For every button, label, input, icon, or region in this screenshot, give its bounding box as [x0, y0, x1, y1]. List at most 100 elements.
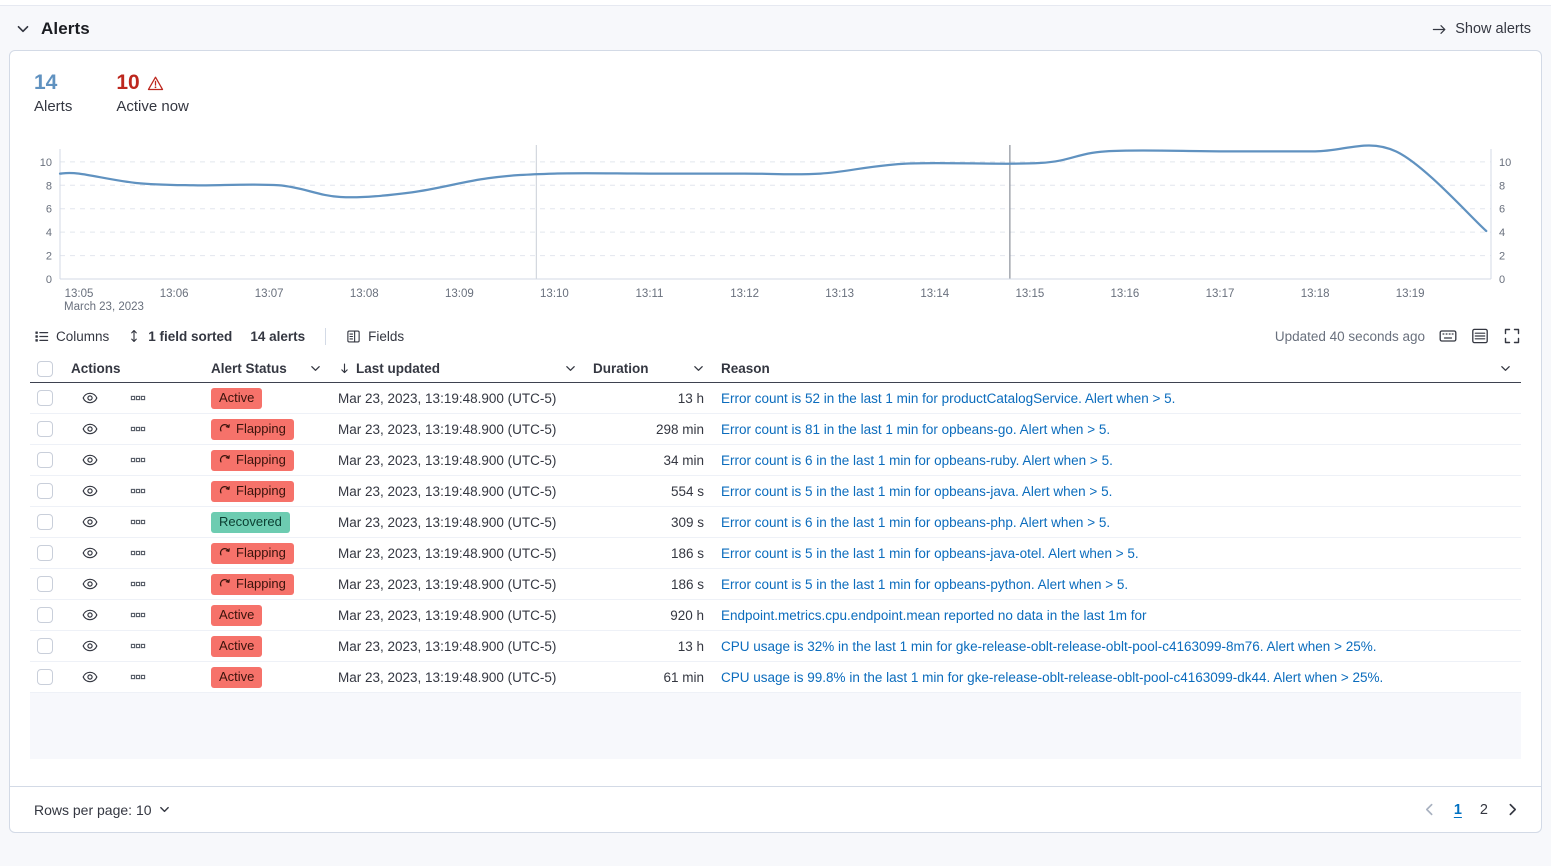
row-checkbox[interactable]	[37, 545, 53, 561]
view-alert-eye-icon[interactable]	[82, 669, 98, 685]
cell-last-updated: Mar 23, 2023, 13:19:48.900 (UTC-5)	[338, 483, 557, 499]
next-page-icon[interactable]	[1506, 803, 1519, 816]
view-alert-eye-icon[interactable]	[82, 545, 98, 561]
svg-text:8: 8	[1499, 180, 1505, 192]
select-all-checkbox[interactable]	[37, 360, 53, 377]
more-actions-icon[interactable]	[130, 514, 146, 530]
status-badge: Flapping	[211, 573, 294, 595]
status-label: Flapping	[236, 421, 286, 436]
svg-text:13:14: 13:14	[920, 288, 949, 300]
cell-duration: 13 h	[677, 638, 704, 654]
more-actions-icon[interactable]	[130, 638, 146, 654]
row-checkbox[interactable]	[37, 576, 53, 592]
view-alert-eye-icon[interactable]	[82, 452, 98, 468]
chevron-down-icon	[159, 806, 169, 813]
cell-last-updated: Mar 23, 2023, 13:19:48.900 (UTC-5)	[338, 576, 557, 592]
reason-link[interactable]: CPU usage is 99.8% in the last 1 min for…	[721, 669, 1384, 685]
header-reason[interactable]: Reason	[714, 361, 1521, 376]
status-label: Active	[219, 390, 255, 405]
table-row: Active Mar 23, 2023, 13:19:48.900 (UTC-5…	[30, 383, 1521, 414]
cell-last-updated: Mar 23, 2023, 13:19:48.900 (UTC-5)	[338, 545, 557, 561]
flapping-icon	[219, 579, 230, 587]
svg-text:13:15: 13:15	[1015, 288, 1044, 300]
table-row: Active Mar 23, 2023, 13:19:48.900 (UTC-5…	[30, 662, 1521, 693]
row-checkbox[interactable]	[37, 669, 53, 685]
flapping-icon	[219, 424, 230, 432]
active-now-label: Active now	[116, 98, 189, 115]
view-alert-eye-icon[interactable]	[82, 514, 98, 530]
reason-link[interactable]: Error count is 52 in the last 1 min for …	[721, 390, 1176, 406]
section-header: Alerts Show alerts	[0, 6, 1551, 50]
chevron-down-icon	[1501, 366, 1510, 371]
row-checkbox[interactable]	[37, 483, 53, 499]
header-actions: Actions	[71, 361, 121, 376]
total-alerts-label: Alerts	[34, 98, 73, 115]
reason-link[interactable]: Error count is 6 in the last 1 min for o…	[721, 514, 1111, 530]
updated-timestamp: Updated 40 seconds ago	[1274, 328, 1425, 344]
row-checkbox[interactable]	[37, 452, 53, 468]
row-checkbox[interactable]	[37, 421, 53, 437]
collapse-chevron-icon[interactable]	[16, 22, 30, 36]
cell-duration: 34 min	[663, 452, 704, 468]
reason-link[interactable]: Error count is 5 in the last 1 min for o…	[721, 545, 1139, 561]
more-actions-icon[interactable]	[130, 452, 146, 468]
previous-page-icon[interactable]	[1423, 803, 1436, 816]
cell-duration: 13 h	[677, 390, 704, 406]
reason-link[interactable]: Error count is 6 in the last 1 min for o…	[721, 452, 1113, 468]
header-duration[interactable]: Duration	[586, 361, 714, 376]
more-actions-icon[interactable]	[130, 421, 146, 437]
more-actions-icon[interactable]	[130, 607, 146, 623]
table-body: Active Mar 23, 2023, 13:19:48.900 (UTC-5…	[30, 383, 1521, 693]
show-alerts-link[interactable]: Show alerts	[1432, 21, 1531, 37]
keyboard-shortcuts-icon[interactable]	[1439, 327, 1457, 345]
view-alert-eye-icon[interactable]	[82, 421, 98, 437]
row-checkbox[interactable]	[37, 607, 53, 623]
more-actions-icon[interactable]	[130, 669, 146, 685]
header-alert-status[interactable]: Alert Status	[204, 361, 331, 376]
cell-duration: 309 s	[670, 514, 704, 530]
svg-text:13:06: 13:06	[160, 288, 189, 300]
view-alert-eye-icon[interactable]	[82, 390, 98, 406]
more-actions-icon[interactable]	[130, 483, 146, 499]
display-density-icon[interactable]	[1471, 327, 1489, 345]
fullscreen-icon[interactable]	[1503, 327, 1521, 345]
row-checkbox[interactable]	[37, 514, 53, 530]
columns-button[interactable]: Columns	[34, 329, 109, 344]
view-alert-eye-icon[interactable]	[82, 483, 98, 499]
sort-fields-button[interactable]: 1 field sorted	[127, 329, 232, 344]
cell-duration: 920 h	[670, 607, 704, 623]
cell-last-updated: Mar 23, 2023, 13:19:48.900 (UTC-5)	[338, 638, 557, 654]
svg-text:10: 10	[1499, 157, 1511, 169]
status-badge: Active	[211, 635, 263, 657]
cell-duration: 186 s	[670, 576, 704, 592]
svg-text:8: 8	[46, 180, 52, 192]
row-checkbox[interactable]	[37, 638, 53, 654]
total-alerts-value: 14	[34, 71, 58, 94]
status-badge: Flapping	[211, 542, 294, 564]
view-alert-eye-icon[interactable]	[82, 607, 98, 623]
svg-text:2: 2	[46, 251, 52, 263]
reason-link[interactable]: Endpoint.metrics.cpu.endpoint.mean repor…	[721, 607, 1147, 623]
more-actions-icon[interactable]	[130, 576, 146, 592]
rows-per-page-button[interactable]: Rows per page: 10	[34, 802, 170, 818]
reason-link[interactable]: Error count is 5 in the last 1 min for o…	[721, 483, 1113, 499]
reason-link[interactable]: CPU usage is 32% in the last 1 min for g…	[721, 638, 1377, 654]
status-badge: Active	[211, 387, 263, 409]
row-checkbox[interactable]	[37, 390, 53, 406]
more-actions-icon[interactable]	[130, 545, 146, 561]
reason-link[interactable]: Error count is 81 in the last 1 min for …	[721, 421, 1111, 437]
table-row: Flapping Mar 23, 2023, 13:19:48.900 (UTC…	[30, 538, 1521, 569]
status-label: Flapping	[236, 545, 286, 560]
fields-button[interactable]: Fields	[346, 329, 404, 344]
reason-link[interactable]: Error count is 5 in the last 1 min for o…	[721, 576, 1129, 592]
view-alert-eye-icon[interactable]	[82, 638, 98, 654]
page-2-button[interactable]: 2	[1479, 801, 1488, 818]
table-footer: Rows per page: 10 1 2	[10, 786, 1541, 832]
svg-text:13:17: 13:17	[1206, 288, 1235, 300]
alerts-count-label: 14 alerts	[250, 328, 306, 344]
header-last-updated[interactable]: Last updated	[331, 361, 586, 376]
more-actions-icon[interactable]	[130, 390, 146, 406]
svg-text:13:12: 13:12	[730, 288, 759, 300]
view-alert-eye-icon[interactable]	[82, 576, 98, 592]
page-1-button[interactable]: 1	[1453, 801, 1462, 818]
